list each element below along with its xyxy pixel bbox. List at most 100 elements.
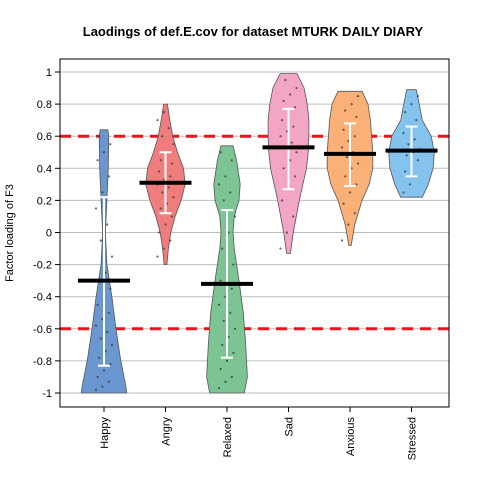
y-axis-label: Factor loading of F3 (4, 184, 16, 282)
data-point (404, 170, 407, 173)
data-point (94, 207, 98, 210)
data-point (416, 94, 419, 98)
data-point (166, 202, 169, 205)
data-point (347, 139, 350, 143)
x-axis: Happy Angry Relaxed Sad Anxious Stressed (99, 407, 419, 460)
data-point (158, 170, 161, 173)
y-tick-label: -0.6 (33, 324, 52, 336)
data-point (172, 143, 175, 146)
data-point (222, 199, 225, 202)
data-point (229, 191, 232, 194)
data-point (347, 223, 350, 226)
data-point (342, 128, 345, 131)
data-point (415, 119, 418, 122)
data-point (344, 175, 347, 178)
data-point (230, 159, 233, 162)
violin-stressed (385, 89, 438, 198)
data-point (110, 255, 114, 258)
data-point (279, 135, 282, 138)
data-point (232, 351, 235, 354)
x-tick-label: Sad (284, 417, 296, 437)
data-point (110, 343, 114, 346)
x-tick-label: Stressed (407, 417, 419, 460)
y-tick-label: 0.8 (37, 99, 52, 111)
data-point (219, 279, 222, 282)
data-point (172, 196, 175, 199)
data-point (101, 318, 104, 321)
data-point (219, 151, 222, 154)
data-point (342, 202, 345, 205)
data-point (404, 111, 407, 114)
data-point (98, 356, 101, 359)
data-point (107, 175, 110, 178)
data-point (281, 119, 284, 122)
data-point (222, 319, 225, 322)
y-tick-label: 0 (46, 228, 52, 240)
data-point (416, 159, 419, 162)
data-point (109, 363, 112, 366)
data-point (109, 287, 112, 290)
data-point (162, 247, 165, 250)
data-point (290, 141, 293, 144)
data-point (233, 327, 237, 330)
data-point (230, 287, 233, 290)
data-point (340, 239, 344, 242)
data-point (107, 380, 110, 383)
data-point (350, 167, 353, 170)
violin-happy (78, 129, 130, 394)
data-point (217, 303, 221, 306)
data-point (410, 103, 413, 106)
data-point (233, 215, 237, 218)
data-point (96, 375, 99, 379)
data-point (402, 191, 405, 194)
data-point (230, 375, 233, 379)
violins (78, 73, 438, 394)
data-point (104, 350, 107, 353)
data-point (94, 388, 98, 391)
data-point (99, 239, 102, 242)
data-point (161, 191, 164, 194)
data-point (217, 183, 221, 186)
y-axis: 1 0.8 0.6 0.4 0.2 0 -0.2 -0.4 -0.6 -0.8 -1 (33, 67, 60, 400)
data-point (162, 111, 165, 114)
data-point (221, 343, 224, 346)
data-point (158, 231, 161, 234)
data-point (232, 263, 235, 266)
data-point (293, 106, 296, 109)
data-point (353, 212, 356, 215)
data-point (156, 119, 159, 122)
data-point (279, 247, 282, 250)
data-point (344, 109, 347, 112)
data-point (402, 131, 405, 135)
x-tick-label: Angry (161, 417, 173, 446)
data-point (102, 151, 106, 154)
data-point (284, 78, 287, 82)
y-tick-label: -0.2 (33, 260, 52, 272)
data-point (353, 135, 356, 138)
violin-angry (139, 103, 192, 265)
data-point (170, 215, 173, 218)
data-point (282, 167, 285, 170)
data-point (285, 130, 288, 133)
data-point (405, 154, 408, 157)
data-point (407, 143, 410, 146)
data-point (224, 295, 227, 298)
data-point (281, 199, 284, 202)
data-point (101, 385, 104, 388)
data-point (217, 387, 221, 390)
data-point (355, 115, 358, 119)
data-point (99, 337, 102, 340)
data-point (101, 191, 104, 194)
y-tick-label: 0.4 (37, 163, 52, 175)
x-tick-label: Happy (99, 417, 111, 449)
data-point (221, 247, 224, 250)
data-point (94, 324, 98, 327)
data-point (227, 335, 230, 338)
data-point (159, 207, 162, 210)
data-point (340, 146, 344, 149)
reference-lines (60, 134, 449, 331)
violin-sad (262, 73, 315, 254)
data-point (408, 183, 411, 186)
y-tick-label: -1 (42, 388, 52, 400)
data-point (345, 155, 348, 159)
